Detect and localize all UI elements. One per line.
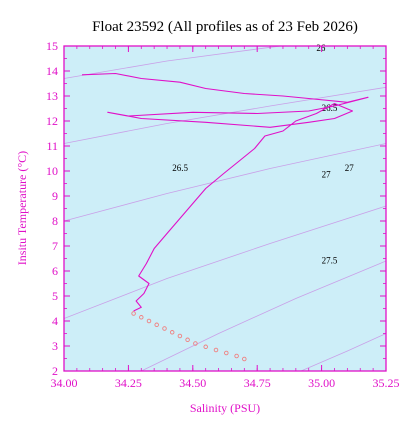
deep-data-point [169, 330, 175, 335]
isopycnal-line [64, 86, 386, 144]
y-tick-label: 3 [52, 339, 58, 353]
y-tick-label: 2 [52, 364, 58, 378]
y-tick-label: 6 [52, 264, 58, 278]
isopycnal-label: 27.5 [322, 256, 338, 266]
isopycnal-line [64, 205, 386, 319]
y-tick-label: 4 [52, 314, 58, 328]
x-axis: 34.00 34.25 34.50 34.75 35.00 35.25 [51, 46, 400, 390]
deep-data-point [224, 350, 229, 356]
isopycnal-line [141, 260, 386, 371]
deep-data-point [213, 347, 219, 353]
x-tick-label: 34.25 [115, 376, 142, 390]
isopycnal-line [64, 143, 386, 222]
profile-line [81, 72, 369, 312]
y-tick-label: 14 [46, 64, 58, 78]
chart-title: Float 23592 (All profiles as of 23 Feb 2… [92, 19, 358, 35]
profile-layer [81, 72, 369, 362]
isopycnal-label: 26.5 [322, 103, 338, 113]
y-tick-label: 12 [46, 114, 58, 128]
isopycnal-line [300, 333, 386, 371]
isopycnal-line [64, 46, 285, 79]
y-tick-label: 10 [46, 164, 58, 178]
x-tick-label: 34.75 [244, 376, 271, 390]
isopycnal-label: 26.5 [172, 163, 188, 173]
deep-data-point [203, 344, 208, 350]
x-axis-title: Salinity (PSU) [190, 401, 260, 415]
deep-data-point [177, 333, 183, 339]
deep-data-point [193, 341, 198, 346]
y-axis: 2 3 4 5 6 7 8 9 10 11 12 13 14 15 [46, 39, 386, 378]
y-tick-label: 7 [52, 239, 58, 253]
y-tick-label: 9 [52, 189, 58, 203]
deep-data-point [146, 318, 152, 324]
deep-data-point [154, 322, 159, 328]
deep-data-point [242, 356, 247, 362]
deep-data-point [185, 337, 190, 343]
y-tick-label: 13 [46, 89, 58, 103]
x-tick-label: 34.50 [179, 376, 206, 390]
deep-data-point [162, 326, 167, 331]
deep-data-point [131, 311, 136, 316]
x-tick-label: 34.00 [51, 376, 78, 390]
y-tick-label: 15 [46, 39, 58, 53]
x-tick-label: 35.00 [308, 376, 335, 390]
y-axis-title: Insitu Temperature (°C) [15, 151, 29, 265]
plot-background [64, 46, 386, 371]
isopycnal-layer [64, 46, 386, 371]
isopycnal-label: 27 [322, 169, 332, 179]
deep-data-point [234, 353, 239, 359]
x-tick-label: 35.25 [373, 376, 400, 390]
y-tick-label: 5 [52, 289, 58, 303]
y-tick-label: 11 [46, 139, 58, 153]
y-tick-label: 8 [52, 214, 58, 228]
deep-data-point [139, 315, 144, 320]
isopycnal-label: 27 [345, 163, 355, 173]
